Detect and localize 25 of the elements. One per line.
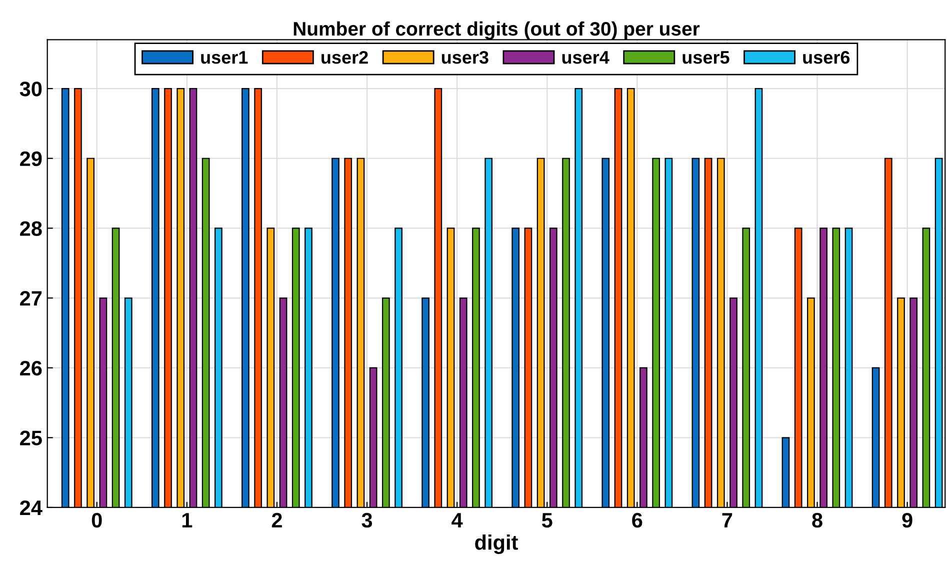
x-tick-label: 5	[542, 513, 552, 528]
x-tick-label: 3	[362, 512, 372, 528]
x-tick-label: 7	[722, 513, 732, 528]
x-tick-label: 1	[182, 513, 192, 528]
chart-title: Number of correct digits (out of 30) per user	[294, 21, 700, 40]
legend-label: user2	[322, 51, 368, 64]
legend-label: user6	[803, 51, 850, 64]
x-tick-label: 2	[272, 512, 282, 528]
legend-label: user1	[201, 51, 248, 64]
legend-label: user3	[442, 51, 488, 64]
legend-label: user4	[562, 51, 610, 64]
x-tick-label: 6	[632, 512, 642, 528]
x-tick-label: 8	[812, 512, 822, 528]
x-tick-label: 9	[902, 512, 912, 528]
x-tick-label: 0	[92, 512, 102, 528]
y-tick-label: 25	[20, 430, 42, 446]
x-axis-title: digit	[475, 534, 518, 554]
y-tick-label: 28	[20, 221, 42, 236]
y-tick-label: 27	[20, 291, 42, 306]
legend-label: user5	[682, 51, 730, 64]
y-tick-label: 30	[20, 82, 42, 96]
y-tick-label: 26	[20, 360, 42, 376]
y-tick-label: 29	[20, 151, 42, 166]
x-tick-label: 4	[452, 513, 463, 528]
y-tick-label: 24	[20, 500, 42, 516]
